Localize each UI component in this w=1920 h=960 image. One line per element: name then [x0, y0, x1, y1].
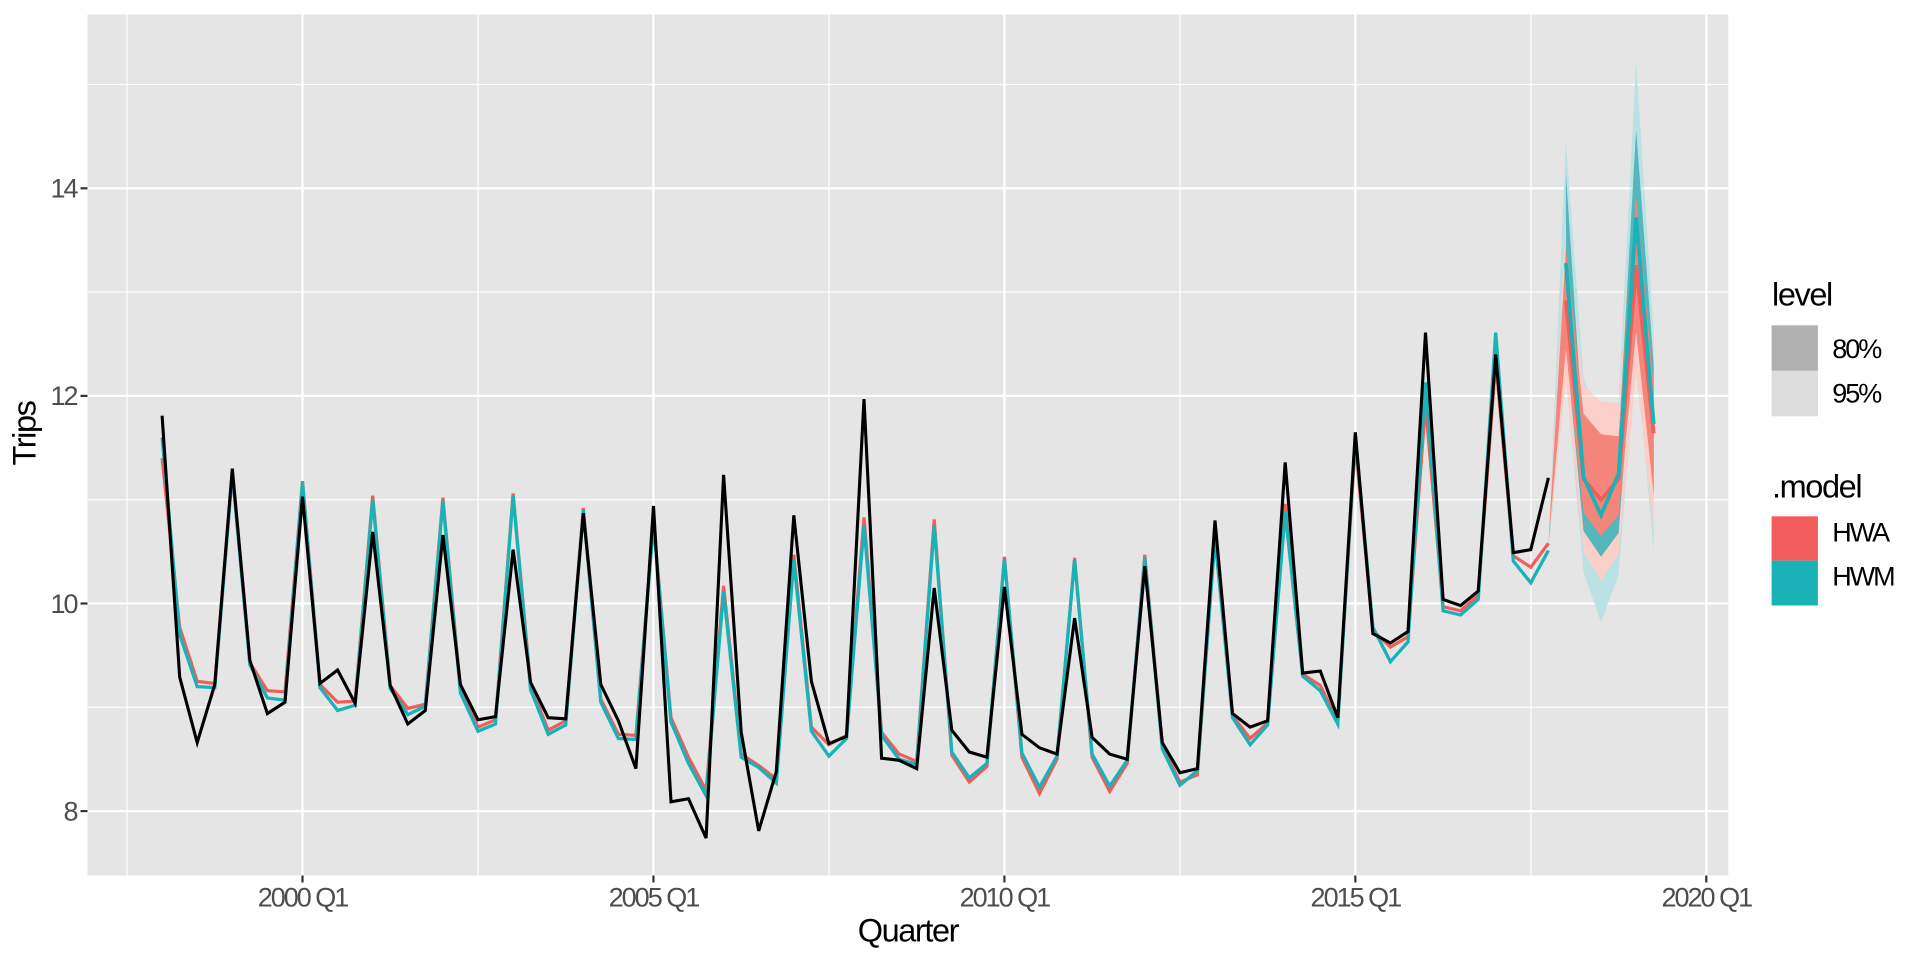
svg-text:Quarter: Quarter [858, 913, 960, 949]
svg-text:.model: .model [1772, 468, 1861, 504]
svg-text:2020 Q1: 2020 Q1 [1662, 883, 1753, 913]
svg-text:10: 10 [50, 589, 77, 619]
svg-text:2000 Q1: 2000 Q1 [258, 883, 349, 913]
svg-text:Trips: Trips [7, 400, 43, 465]
svg-text:2005 Q1: 2005 Q1 [609, 883, 700, 913]
svg-text:2015 Q1: 2015 Q1 [1311, 883, 1402, 913]
svg-text:HWA: HWA [1832, 518, 1890, 548]
svg-text:8: 8 [63, 796, 77, 826]
svg-text:level: level [1772, 277, 1832, 313]
svg-text:14: 14 [50, 174, 78, 204]
svg-text:HWM: HWM [1832, 562, 1894, 592]
svg-text:95%: 95% [1832, 378, 1882, 408]
svg-text:2010 Q1: 2010 Q1 [960, 883, 1051, 913]
svg-text:80%: 80% [1832, 334, 1882, 364]
svg-text:12: 12 [50, 381, 77, 411]
